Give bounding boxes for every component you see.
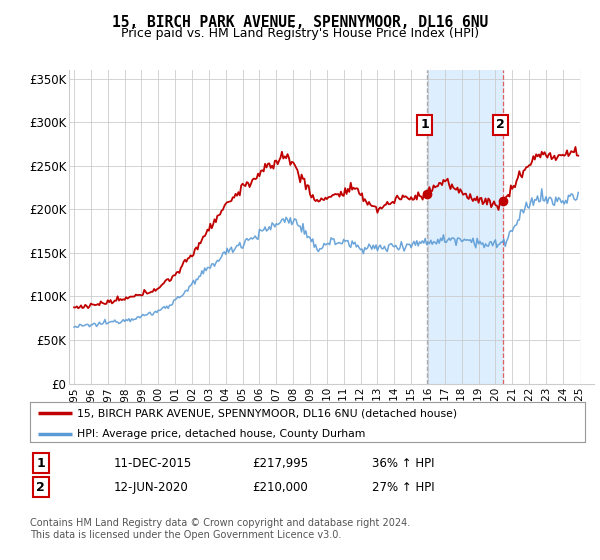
- Text: 2: 2: [496, 118, 505, 132]
- Text: 36% ↑ HPI: 36% ↑ HPI: [372, 456, 434, 470]
- Text: HPI: Average price, detached house, County Durham: HPI: Average price, detached house, Coun…: [77, 428, 365, 438]
- Text: 1: 1: [421, 118, 429, 132]
- Text: Contains HM Land Registry data © Crown copyright and database right 2024.
This d: Contains HM Land Registry data © Crown c…: [30, 518, 410, 540]
- Text: 11-DEC-2015: 11-DEC-2015: [114, 456, 192, 470]
- Text: 12-JUN-2020: 12-JUN-2020: [114, 480, 189, 494]
- Text: 27% ↑ HPI: 27% ↑ HPI: [372, 480, 434, 494]
- Text: 1: 1: [37, 456, 45, 470]
- Text: 15, BIRCH PARK AVENUE, SPENNYMOOR, DL16 6NU (detached house): 15, BIRCH PARK AVENUE, SPENNYMOOR, DL16 …: [77, 408, 457, 418]
- Bar: [580, 70, 594, 384]
- Bar: [427, 70, 503, 384]
- Text: £210,000: £210,000: [252, 480, 308, 494]
- Text: 15, BIRCH PARK AVENUE, SPENNYMOOR, DL16 6NU: 15, BIRCH PARK AVENUE, SPENNYMOOR, DL16 …: [112, 15, 488, 30]
- Text: 2: 2: [37, 480, 45, 494]
- Text: Price paid vs. HM Land Registry's House Price Index (HPI): Price paid vs. HM Land Registry's House …: [121, 27, 479, 40]
- Text: £217,995: £217,995: [252, 456, 308, 470]
